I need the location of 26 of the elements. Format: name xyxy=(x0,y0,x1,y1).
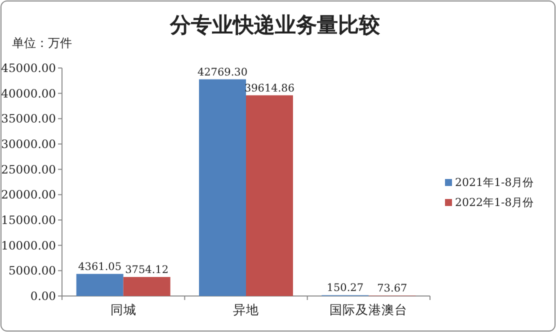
chart-title: 分专业快递业务量比较 xyxy=(169,12,381,37)
y-tick-label: 35000.00 xyxy=(1,112,56,126)
y-tick-label: 45000.00 xyxy=(1,61,56,75)
data-label: 42769.30 xyxy=(197,66,248,78)
y-axis-title: 单位：万件 xyxy=(12,36,72,50)
data-label: 4361.05 xyxy=(78,260,122,273)
bar xyxy=(76,274,124,296)
data-label: 150.27 xyxy=(326,282,364,294)
data-label: 73.67 xyxy=(377,282,408,295)
y-tick-label: 25000.00 xyxy=(1,162,56,176)
bar xyxy=(199,79,246,296)
bar xyxy=(246,95,293,296)
y-tick-label: 10000.00 xyxy=(1,238,56,252)
y-tick-label: 0.00 xyxy=(30,289,56,303)
legend-label: 2021年1-8月份 xyxy=(455,176,534,189)
y-tick-label: 20000.00 xyxy=(1,188,56,202)
y-tick-label: 15000.00 xyxy=(1,213,56,227)
x-tick-label: 异地 xyxy=(233,302,259,317)
y-tick-label: 30000.00 xyxy=(1,137,56,151)
x-tick-label: 同城 xyxy=(110,302,136,317)
y-tick-label: 5000.00 xyxy=(8,264,56,278)
legend-label: 2022年1-8月份 xyxy=(455,196,534,209)
x-tick-label: 国际及港澳台 xyxy=(330,302,408,317)
y-tick-label: 40000.00 xyxy=(1,86,56,100)
bar xyxy=(123,276,170,296)
data-label: 3754.12 xyxy=(125,264,169,276)
